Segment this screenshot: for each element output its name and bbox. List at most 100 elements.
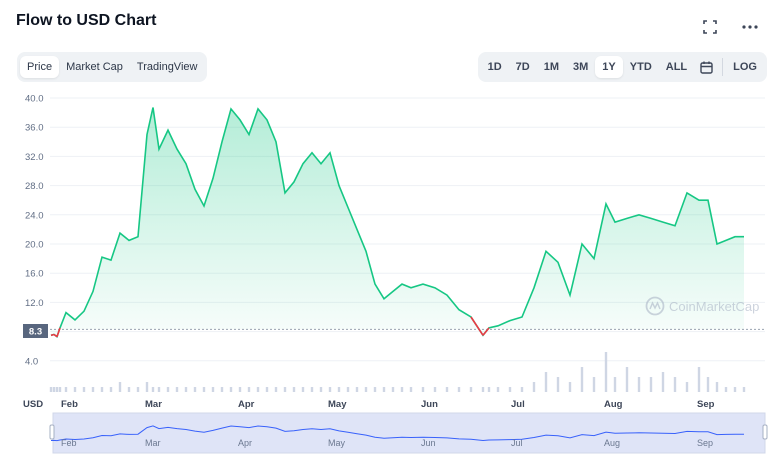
volume-bar [319, 387, 323, 392]
current-price-label: 8.3 [29, 327, 42, 338]
y-tick-label: 32.0 [25, 152, 44, 163]
volume-bar [580, 367, 584, 392]
volume-bar [469, 387, 473, 392]
volume-bar [274, 387, 278, 392]
range-3m[interactable]: 3M [573, 61, 589, 73]
y-tick-label: 28.0 [25, 181, 44, 192]
volume-bar [661, 372, 665, 392]
navigator-label: May [328, 438, 346, 448]
volume-bar [202, 387, 206, 392]
volume-bar [592, 377, 596, 392]
navigator-handle-left[interactable] [49, 424, 55, 440]
volume-bar [649, 377, 653, 392]
current-price-badge: 8.3 [23, 324, 48, 338]
navigator-label: Sep [697, 438, 713, 448]
volume-bar [508, 387, 512, 392]
volume-bar [457, 387, 461, 392]
volume-bar [445, 387, 449, 392]
volume-bar [58, 387, 62, 392]
volume-bar [382, 387, 386, 392]
volume-bar [568, 382, 572, 392]
navigator-label: Aug [604, 438, 620, 448]
volume-bar [421, 387, 425, 392]
price-area [51, 107, 744, 337]
volume-bar [73, 387, 77, 392]
range-ytd[interactable]: YTD [629, 61, 652, 73]
volume-bar [625, 367, 629, 392]
range-1y[interactable]: 1Y [595, 56, 623, 78]
volume-bar [118, 382, 122, 392]
volume-bar [637, 377, 641, 392]
volume-bar [166, 387, 170, 392]
fullscreen-icon[interactable] [701, 18, 719, 36]
volume-bar [184, 387, 188, 392]
volume-bar [400, 387, 404, 392]
x-tick-label: Apr [238, 399, 255, 410]
volume-bar [355, 387, 359, 392]
volume-bar [346, 387, 350, 392]
navigator-label: Mar [145, 438, 161, 448]
watermark-text: CoinMarketCap [669, 299, 759, 314]
volume-bar [604, 352, 608, 392]
volume-bar [496, 387, 500, 392]
volume-bar [109, 387, 113, 392]
volume-bar [145, 382, 149, 392]
price-line-down [50, 316, 490, 338]
volume-bar [55, 387, 59, 392]
volume-bar [175, 387, 179, 392]
volume-bar [265, 387, 269, 392]
volume-bar [433, 387, 437, 392]
navigator-line [50, 425, 744, 442]
volume-bar [337, 387, 341, 392]
volume-bar [706, 377, 710, 392]
price-line [50, 107, 744, 338]
range-divider [722, 58, 724, 76]
calendar-icon[interactable] [694, 56, 719, 79]
y-tick-label: 16.0 [25, 269, 44, 280]
range-1d[interactable]: 1D [487, 61, 502, 73]
volume-bar [136, 387, 140, 392]
x-tick-label: Aug [604, 399, 623, 410]
navigator-handle-right[interactable] [762, 424, 768, 440]
more-options-icon[interactable] [741, 18, 759, 36]
range-all[interactable]: ALL [665, 61, 688, 73]
volume-bar [328, 387, 332, 392]
y-tick-label: 40.0 [25, 94, 44, 105]
volume-bar [49, 387, 53, 392]
navigator[interactable]: Feb Mar Apr May Jun Jul Aug Sep [49, 412, 768, 454]
volume-bar [127, 387, 131, 392]
x-tick-label: Feb [61, 399, 78, 410]
y-tick-label: 24.0 [25, 210, 44, 221]
range-1m[interactable]: 1M [543, 61, 560, 73]
chart-type-tabs: Price Market Cap TradingView [17, 52, 208, 82]
volume-bar [229, 387, 233, 392]
volume-bar [91, 387, 95, 392]
volume-bar [685, 382, 689, 392]
navigator-label: Apr [238, 438, 252, 448]
tab-market-cap[interactable]: Market Cap [66, 61, 123, 73]
volume-bar [100, 387, 104, 392]
tab-price[interactable]: Price [20, 56, 60, 78]
volume-bar [520, 387, 524, 392]
volume-bar [409, 387, 413, 392]
tab-tradingview[interactable]: TradingView [136, 61, 198, 73]
volume-bar [673, 377, 677, 392]
volume-bar [220, 387, 224, 392]
page-title: Flow to USD Chart [16, 12, 157, 29]
log-scale-toggle[interactable]: LOG [733, 61, 757, 73]
range-7d[interactable]: 7D [515, 61, 530, 73]
volume-bar [82, 387, 86, 392]
volume-bar [310, 387, 314, 392]
navigator-label: Feb [61, 438, 77, 448]
volume-bar [373, 387, 377, 392]
volume-bar [301, 387, 305, 392]
volume-bar [211, 387, 215, 392]
volume-bar [742, 387, 746, 392]
x-tick-label: Mar [145, 399, 162, 410]
currency-label: USD [23, 399, 43, 410]
x-tick-label: Sep [697, 399, 715, 410]
volume-bar [157, 387, 161, 392]
navigator-label: Jul [511, 438, 523, 448]
y-tick-label: 36.0 [25, 123, 44, 134]
